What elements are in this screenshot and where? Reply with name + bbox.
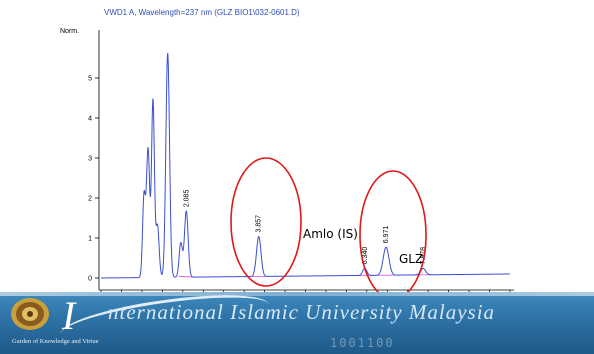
y-tick-label: 3 xyxy=(88,156,92,163)
banner-university-name: nternational Islamic University Malaysia xyxy=(108,300,496,324)
banner-stripe xyxy=(0,292,594,296)
y-axis-label: Norm. xyxy=(60,28,79,35)
chromatogram-chart: VWD1 A, Wavelength=237 nm (GLZ BIO1\032-… xyxy=(60,8,514,296)
peak-retention-label: 2.085 xyxy=(183,190,190,208)
y-tick-label: 1 xyxy=(88,236,92,243)
y-tick-label: 0 xyxy=(88,276,92,283)
peak-retention-label: 6.971 xyxy=(383,226,390,244)
banner-binary-code: 1001100 xyxy=(330,336,395,350)
banner-tagline: Garden of Knowledge and Virtue xyxy=(12,338,99,345)
y-tick-label: 5 xyxy=(88,76,92,83)
glz-annotation: GLZ xyxy=(399,252,423,266)
y-ticks: 0 1 2 3 4 5 xyxy=(88,76,99,283)
amlo-highlight-ellipse xyxy=(230,157,302,287)
peak-retention-label: 3.857 xyxy=(256,215,263,233)
university-seal-icon xyxy=(11,298,49,330)
university-banner: I nternational Islamic University Malays… xyxy=(0,292,594,354)
glz-highlight-ellipse xyxy=(359,170,427,296)
chromatogram-trace xyxy=(101,53,510,279)
chart-title: VWD1 A, Wavelength=237 nm (GLZ BIO1\032-… xyxy=(104,8,300,17)
y-tick-label: 4 xyxy=(88,116,92,123)
y-tick-label: 2 xyxy=(88,196,92,203)
amlo-annotation: Amlo (IS) xyxy=(303,227,358,241)
peak-retention-label: 6.340 xyxy=(362,247,369,265)
banner-initial: I xyxy=(62,293,76,338)
